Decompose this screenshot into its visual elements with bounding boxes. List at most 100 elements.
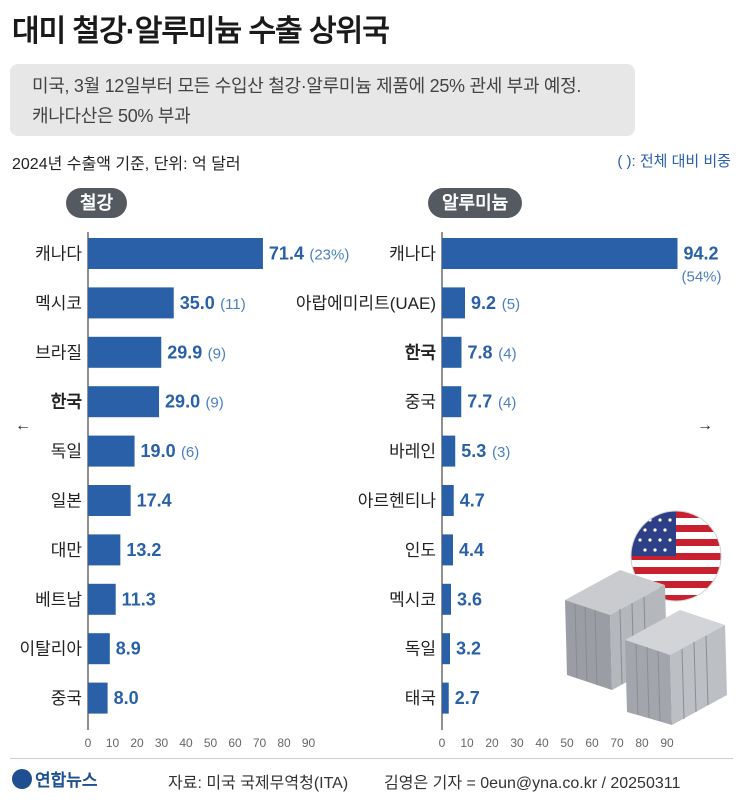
steel-share-label: (11) (220, 296, 246, 313)
aluminum-value-label: 3.6 (457, 589, 482, 609)
aluminum-bar (442, 633, 450, 665)
steel-value-label: 29.9 (167, 342, 202, 362)
aluminum-category-label: 한국 (405, 343, 437, 362)
steel-category-label: 베트남 (35, 590, 82, 609)
right-arrow-icon: → (697, 417, 713, 434)
steel-value-label: 71.4 (269, 244, 304, 264)
steel-x-tick-label: 90 (302, 736, 316, 750)
steel-chart: 0 10 20 30 40 50 60 70 80 90 캐나다 71.4 (23%) 멕시코 35.0 (1… (19, 232, 349, 750)
logo-icon (12, 769, 32, 789)
subtitle-line-1: 미국, 3월 12일부터 모든 수입산 철강·알루미늄 제품에 25% 관세 부… (32, 76, 582, 96)
page-title: 대미 철강·알루미늄 수출 상위국 (12, 15, 390, 48)
steel-x-tick-label: 50 (204, 736, 218, 750)
aluminum-category-label: 태국 (405, 689, 436, 708)
aluminum-value-label: 7.7 (467, 392, 492, 412)
steel-value-label: 11.3 (122, 589, 156, 609)
aluminum-bar (442, 682, 449, 714)
aluminum-value-label: 5.3 (461, 441, 486, 461)
steel-value-label: 29.0 (165, 392, 200, 412)
steel-x-tick-label: 70 (253, 736, 267, 750)
aluminum-category-label: 인도 (405, 541, 436, 560)
aluminum-x-tick-label: 20 (485, 736, 499, 750)
aluminum-category-label: 멕시코 (389, 590, 436, 609)
steel-bar (88, 633, 110, 665)
subtitle-box: 미국, 3월 12일부터 모든 수입산 철강·알루미늄 제품에 25% 관세 부… (10, 64, 635, 136)
aluminum-category-label: 독일 (405, 640, 436, 659)
aluminum-bar (442, 287, 465, 319)
steel-bar (88, 336, 162, 368)
aluminum-bar (442, 583, 451, 615)
steel-category-label: 브라질 (35, 343, 82, 362)
aluminum-value-label: 2.7 (455, 688, 480, 708)
left-arrow-icon: ← (15, 417, 31, 434)
aluminum-value-label: 94.2 (684, 244, 719, 264)
aluminum-x-tick-label: 80 (635, 736, 649, 750)
steel-category-label: 중국 (51, 689, 82, 708)
aluminum-share-label: (54%) (682, 269, 722, 286)
aluminum-value-label: 4.4 (459, 540, 484, 560)
aluminum-share-label: (4) (498, 345, 516, 362)
publisher-logo: 연합뉴스 (12, 766, 98, 791)
steel-category-label: 독일 (51, 442, 82, 461)
steel-category-label: 일본 (51, 492, 82, 511)
steel-value-label: 13.2 (126, 540, 161, 560)
aluminum-category-label: 바레인 (389, 442, 436, 461)
aluminum-value-label: 9.2 (471, 293, 496, 313)
steel-category-label: 한국 (51, 393, 83, 412)
aluminum-x-tick-label: 30 (510, 736, 524, 750)
aluminum-chart: 0 10 20 30 40 50 60 70 80 90 캐나다 94.2 (54%) 아랍에미리트(UA… (296, 232, 722, 750)
aluminum-value-label: 7.8 (468, 342, 493, 362)
subtitle-line-2: 캐나다산은 50% 부과 (32, 106, 191, 126)
steel-value-label: 8.9 (116, 639, 141, 659)
steel-value-label: 35.0 (180, 293, 215, 313)
aluminum-x-tick-label: 0 (439, 736, 446, 750)
share-note: ( ): 전체 대비 비중 (617, 153, 731, 170)
aluminum-panel-title: 알루미늄 (428, 188, 523, 218)
aluminum-share-label: (3) (492, 444, 510, 461)
steel-bar (88, 287, 174, 319)
aluminum-bar (442, 336, 462, 368)
steel-bar (88, 583, 116, 615)
steel-category-label: 대만 (51, 541, 83, 560)
aluminum-bar (442, 386, 462, 418)
steel-value-label: 8.0 (114, 688, 139, 708)
footer-divider (10, 758, 733, 759)
aluminum-category-label: 중국 (405, 393, 436, 412)
steel-bar (88, 682, 108, 714)
steel-share-label: (9) (208, 345, 226, 362)
steel-bar (88, 435, 135, 467)
logo-text: 연합뉴스 (35, 771, 98, 790)
steel-panel-title: 철강 (66, 188, 128, 218)
aluminum-category-label: 캐나다 (389, 245, 436, 264)
aluminum-bar (442, 485, 454, 516)
steel-share-label: (23%) (309, 247, 349, 264)
aluminum-share-label: (4) (498, 395, 516, 412)
steel-x-tick-label: 40 (179, 736, 193, 750)
aluminum-value-label: 3.2 (456, 639, 481, 659)
aluminum-value-label: 4.7 (460, 491, 485, 511)
steel-x-tick-label: 30 (155, 736, 169, 750)
aluminum-x-tick-label: 10 (460, 736, 474, 750)
aluminum-x-tick-label: 60 (585, 736, 599, 750)
steel-x-tick-label: 0 (85, 736, 92, 750)
aluminum-bar (442, 534, 453, 566)
aluminum-x-tick-label: 50 (560, 736, 574, 750)
steel-bar (88, 485, 131, 516)
steel-x-tick-label: 60 (228, 736, 242, 750)
steel-category-label: 이탈리아 (19, 640, 82, 659)
steel-share-label: (9) (205, 395, 223, 412)
aluminum-share-label: (5) (502, 296, 520, 313)
steel-category-label: 캐나다 (35, 245, 82, 264)
unit-note: 2024년 수출액 기준, 단위: 억 달러 (12, 156, 241, 173)
steel-x-tick-label: 20 (130, 736, 144, 750)
steel-category-label: 멕시코 (35, 294, 82, 313)
steel-bar (88, 386, 160, 418)
aluminum-category-label: 아랍에미리트(UAE) (296, 294, 436, 313)
aluminum-bar (442, 435, 456, 467)
aluminum-category-label: 아르헨티나 (358, 492, 437, 511)
aluminum-x-tick-label: 40 (535, 736, 549, 750)
steel-bar (88, 534, 121, 566)
credit-note: 김영은 기자 = 0eun@yna.co.kr / 20250311 (384, 775, 681, 792)
aluminum-x-tick-label: 70 (610, 736, 624, 750)
